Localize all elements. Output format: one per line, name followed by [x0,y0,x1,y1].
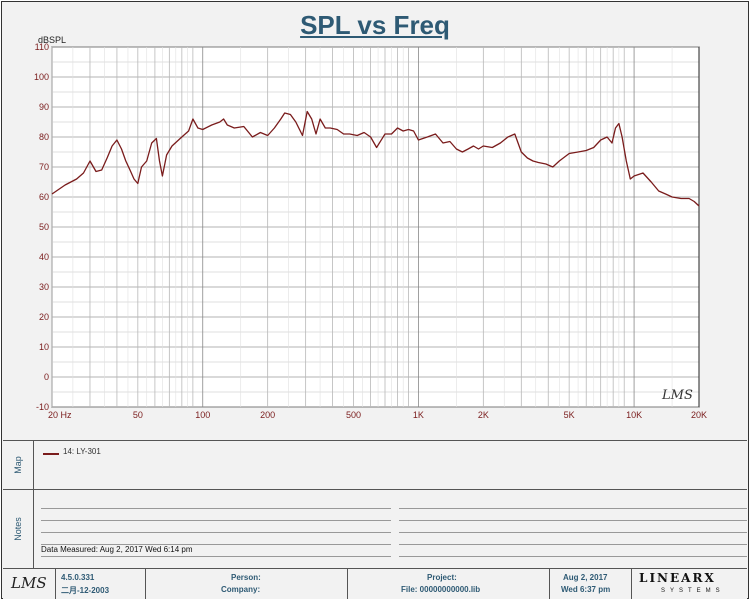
note-line[interactable] [41,532,391,533]
lms-watermark: LMS [661,388,693,403]
company-label: Company: [221,585,261,594]
note-line[interactable] [399,544,747,545]
version-number: 4.5.0.331 [61,573,95,582]
footer-bar: LMS 4.5.0.331 二月-12-2003 Person: Company… [3,568,747,599]
date-measured: Data Measured: Aug 2, 2017 Wed 6:14 pm [41,545,193,554]
y-tick-label: 10 [39,342,49,352]
notes-label: Notes [12,517,23,541]
x-tick-label: 200 [260,410,275,420]
y-tick-label: 50 [39,222,49,232]
y-tick-label: 100 [34,72,49,82]
x-tick-label: 20 Hz [48,410,72,420]
file-name: File: 00000000000.lib [401,585,481,594]
footer-logo-cell: LMS [3,569,56,599]
note-line[interactable] [399,520,747,521]
footer-date: Aug 2, 2017 [563,573,608,582]
notes-panel: Notes Data Measured: Aug 2, 2017 Wed 6:1… [3,489,747,568]
y-axis-label: dBSPL [38,35,66,45]
footer-date-cell: Aug 2, 2017 Wed 6:37 pm [549,569,632,599]
note-line[interactable] [41,520,391,521]
version-date: 二月-12-2003 [61,586,110,595]
legend-swatch [43,453,59,455]
y-tick-label: -10 [36,402,49,412]
y-tick-label: 80 [39,132,49,142]
note-line[interactable] [399,556,747,557]
person-label: Person: [231,573,261,582]
map-panel: Map 14: LY-301 [3,440,747,489]
note-line[interactable] [41,556,391,557]
x-tick-label: 2K [478,410,489,420]
footer-person-cell: Person: Company: [145,569,348,599]
footer-project-cell: Project: File: 00000000000.lib [347,569,550,599]
notes-side-label: Notes [3,490,34,568]
y-tick-label: 20 [39,312,49,322]
y-tick-label: 0 [44,372,49,382]
footer-time: Wed 6:37 pm [561,585,611,594]
y-tick-label: 110 [35,42,49,52]
grid-lines [51,46,700,408]
legend-entry[interactable]: 14: LY-301 [63,447,101,456]
note-line[interactable] [399,532,747,533]
project-label: Project: [427,573,457,582]
y-tick-label: 70 [39,162,49,172]
footer-brand-cell: LINEARX SYSTEMS [631,569,747,599]
map-side-label: Map [3,441,34,489]
x-tick-label: 10K [626,410,642,420]
note-line[interactable] [399,508,747,509]
footer-version-cell: 4.5.0.331 二月-12-2003 [55,569,146,599]
y-tick-label: 60 [39,192,49,202]
x-tick-label: 100 [195,410,210,420]
x-tick-label: 20K [691,410,707,420]
map-label: Map [12,456,23,474]
x-tick-label: 50 [133,410,143,420]
linearx-logo: LINEARX [639,571,716,585]
y-tick-label: 30 [39,282,49,292]
series-group [51,110,700,207]
chart-title: SPL vs Freq [300,10,450,40]
linearx-subtitle: SYSTEMS [661,588,725,594]
spl-curve [51,110,700,207]
y-tick-label: 40 [39,252,49,262]
note-line[interactable] [41,544,391,545]
x-axis-ticks: 20 Hz 50 100 200 500 1K 2K 5K 10K 20K [48,410,707,420]
x-tick-label: 5K [564,410,575,420]
lms-logo: LMS [11,574,47,592]
y-tick-label: 90 [39,102,49,112]
x-tick-label: 1K [413,410,424,420]
x-tick-label: 500 [346,410,361,420]
note-line[interactable] [41,508,391,509]
